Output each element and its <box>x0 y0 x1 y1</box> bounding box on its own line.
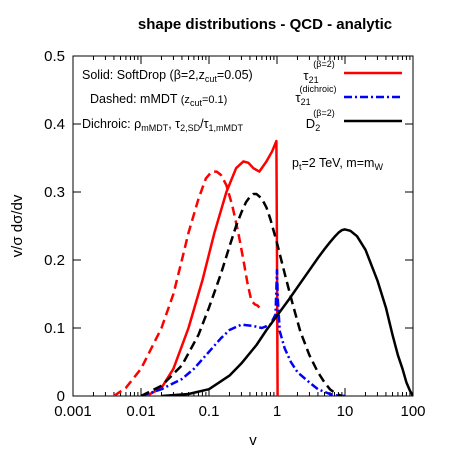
legend-entry-tau21-beta2: τ21 (β=2) <box>303 59 402 85</box>
chart-title: shape distributions - QCD - analytic <box>138 16 392 33</box>
svg-text:τ21: τ21 <box>303 68 318 85</box>
y-tick-label: 0.4 <box>44 116 65 133</box>
y-tick-label: 0 <box>57 388 65 405</box>
y-tick-label: 0.2 <box>44 252 65 269</box>
series-lines <box>113 139 413 396</box>
x-tick-label: 10 <box>337 403 354 420</box>
x-tick-label: 1 <box>273 403 281 420</box>
series-line-0 <box>145 139 279 396</box>
series-line-4 <box>140 192 343 396</box>
legend-entry-d2-beta2: D2 (β=2) <box>306 108 402 133</box>
x-tick-label: 0.001 <box>54 403 92 420</box>
svg-text:(β=2): (β=2) <box>313 108 334 118</box>
y-axis-label: v/σ dσ/dv <box>9 194 26 257</box>
plot-frame <box>72 55 414 397</box>
svg-text:D2: D2 <box>306 116 320 133</box>
x-axis: 0.001 0.01 0.1 1 10 100 <box>54 56 426 420</box>
legend-entry-tau21-dichroic: τ21 (dichroic) <box>295 84 402 107</box>
y-tick-label: 0.3 <box>44 184 65 201</box>
svg-text:(dichroic): (dichroic) <box>299 84 336 94</box>
svg-text:(β=2): (β=2) <box>313 59 334 69</box>
x-tick-label: 0.01 <box>126 403 155 420</box>
legend: τ21 (β=2) τ21 (dichroic) D2 (β=2) <box>295 59 402 133</box>
annotation-solid: Solid: SoftDrop (β=2,zcut=0.05) <box>82 68 253 84</box>
x-axis-label: v <box>249 432 257 449</box>
annotation-dichroic: Dichroic: ρmMDT, τ2,SD/τ1,mMDT <box>82 117 244 133</box>
series-line-1 <box>113 170 261 396</box>
annotation-dashed: Dashed: mMDT (zcut=0.1) <box>90 92 227 108</box>
series-line-2 <box>140 268 346 396</box>
y-tick-label: 0.1 <box>44 320 65 337</box>
series-line-3 <box>161 228 413 396</box>
y-axis: 0 0.1 0.2 0.3 0.4 0.5 <box>44 48 413 405</box>
svg-text:τ21: τ21 <box>295 90 310 107</box>
x-tick-label: 100 <box>400 403 425 420</box>
x-tick-label: 0.1 <box>199 403 220 420</box>
annotation-condition: pt=2 TeV, m=mW <box>292 156 383 172</box>
y-tick-label: 0.5 <box>44 48 65 65</box>
